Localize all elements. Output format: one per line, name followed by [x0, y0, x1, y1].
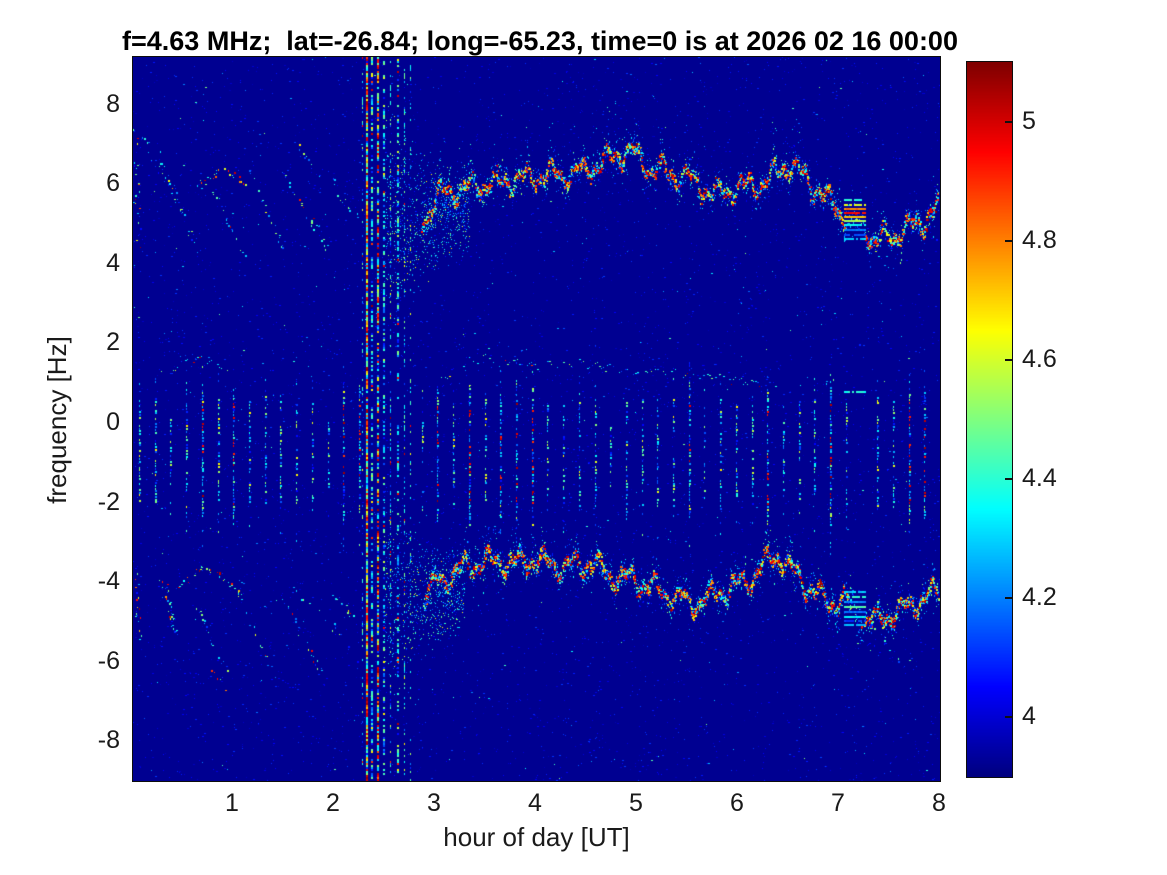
x-tick-label: 6 [730, 789, 744, 817]
colorbar-tick-mark [1005, 478, 1012, 481]
x-tick-label: 5 [629, 789, 643, 817]
colorbar-tick-mark [1005, 358, 1012, 361]
spectrogram-canvas [133, 57, 940, 781]
y-tick-label: 6 [106, 169, 120, 198]
x-tick-label: 4 [528, 789, 542, 817]
x-tick-label: 7 [831, 789, 845, 817]
x-tick-label: 8 [932, 789, 946, 817]
colorbar-tick-label: 5 [1022, 106, 1036, 135]
colorbar-tick-label: 4.4 [1022, 464, 1057, 493]
y-tick-label: -4 [97, 567, 120, 596]
plot-area [132, 56, 941, 782]
colorbar-tick-mark [1005, 716, 1012, 719]
y-tick-label: 2 [106, 328, 120, 357]
x-tick-label: 1 [225, 789, 239, 817]
x-tick-label: 2 [326, 789, 340, 817]
colorbar-tick-label: 4.2 [1022, 583, 1057, 612]
y-tick-label: -6 [97, 646, 120, 675]
colorbar-canvas [967, 62, 1012, 777]
colorbar-tick-mark [1005, 597, 1012, 600]
x-axis-label: hour of day [UT] [443, 822, 630, 852]
colorbar-tick-label: 4.6 [1022, 344, 1057, 373]
y-tick-label: 0 [106, 407, 120, 436]
y-tick-label: 4 [106, 248, 120, 277]
x-tick-label: 3 [427, 789, 441, 817]
colorbar-tick-label: 4 [1022, 702, 1036, 731]
y-tick-label: -2 [97, 487, 120, 516]
colorbar-tick-mark [1005, 239, 1012, 242]
colorbar [966, 61, 1013, 778]
y-tick-label: 8 [106, 89, 120, 118]
plot-title: f=4.63 MHz; lat=-26.84; long=-65.23, tim… [122, 26, 958, 56]
colorbar-tick-mark [1005, 120, 1012, 123]
colorbar-tick-label: 4.8 [1022, 225, 1057, 254]
y-tick-label: -8 [97, 726, 120, 755]
